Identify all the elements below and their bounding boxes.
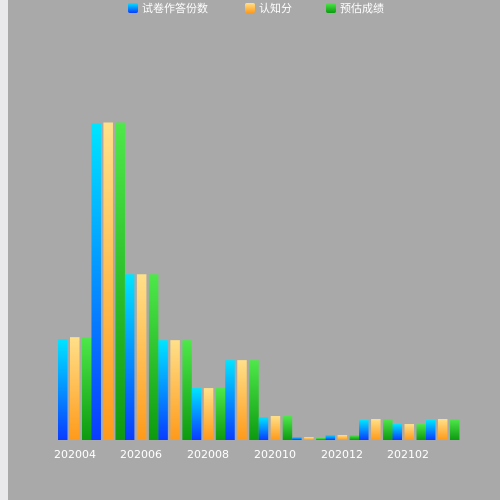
x-axis: 202004 202006 202008 202010 202012 20210…: [54, 448, 429, 461]
x-tick-label: 202008: [187, 448, 229, 461]
bar-202005-series-2[interactable]: [115, 122, 125, 441]
bar-202101-series-1[interactable]: [371, 419, 381, 440]
bar-202010-series-0[interactable]: [258, 417, 269, 440]
bar-202004-series-1[interactable]: [70, 337, 80, 440]
bar-202010-series-1[interactable]: [270, 416, 281, 440]
legend-label-2: 预估成绩: [340, 2, 384, 15]
legend: 试卷作答份数 认知分 预估成绩: [128, 1, 384, 15]
x-tick-label: 202010: [254, 448, 296, 461]
bar-202011-series-2[interactable]: [316, 438, 326, 440]
bar-202102-series-2[interactable]: [416, 424, 427, 440]
bar-202008-series-2[interactable]: [215, 388, 226, 440]
bar-202007-series-1[interactable]: [170, 340, 180, 440]
bar-202005-series-0[interactable]: [91, 123, 101, 441]
bar-202008-series-0[interactable]: [191, 388, 202, 440]
bar-202011-series-0[interactable]: [292, 437, 302, 440]
x-tick-label: 202102: [387, 448, 429, 461]
bar-202009-series-1[interactable]: [237, 360, 247, 440]
bar-202102-series-1[interactable]: [404, 424, 415, 440]
bar-202004-series-2[interactable]: [82, 337, 92, 440]
bar-202004-series-0[interactable]: [58, 339, 68, 440]
bar-202007-series-0[interactable]: [158, 340, 168, 440]
legend-item-1[interactable]: 认知分: [245, 1, 292, 15]
x-tick-label: 202012: [321, 448, 363, 461]
legend-label-1: 认知分: [259, 1, 292, 15]
bar-202010-series-2[interactable]: [282, 416, 293, 440]
bar-202103-series-0[interactable]: [425, 420, 436, 440]
bar-202101-series-0[interactable]: [359, 420, 369, 440]
bar-202009-series-0[interactable]: [225, 360, 235, 440]
bar-202006-series-1[interactable]: [136, 274, 147, 440]
bar-202006-series-2[interactable]: [148, 274, 159, 440]
bar-202005-series-1[interactable]: [103, 122, 113, 441]
legend-swatch-1: [245, 3, 255, 13]
bar-202102-series-0[interactable]: [392, 424, 403, 440]
bar-group: [58, 122, 460, 441]
x-tick-label: 202004: [54, 448, 96, 461]
x-tick-label: 202006: [120, 448, 162, 461]
bar-202009-series-2[interactable]: [249, 360, 259, 440]
bar-202012-series-1[interactable]: [337, 435, 348, 440]
bar-202008-series-1[interactable]: [203, 388, 214, 440]
bar-202103-series-2[interactable]: [449, 419, 460, 440]
bar-202101-series-2[interactable]: [383, 419, 393, 440]
bar-202011-series-1[interactable]: [304, 437, 314, 440]
legend-item-2[interactable]: 预估成绩: [326, 2, 384, 15]
bar-202012-series-0[interactable]: [325, 435, 336, 440]
bar-202012-series-2[interactable]: [349, 435, 360, 440]
legend-swatch-0: [128, 3, 138, 13]
legend-swatch-2: [326, 3, 336, 13]
legend-label-0: 试卷作答份数: [142, 1, 208, 15]
bar-202007-series-2[interactable]: [182, 340, 192, 440]
bar-202103-series-1[interactable]: [437, 419, 448, 440]
bar-202006-series-0[interactable]: [124, 274, 135, 440]
legend-item-0[interactable]: 试卷作答份数: [128, 1, 208, 15]
